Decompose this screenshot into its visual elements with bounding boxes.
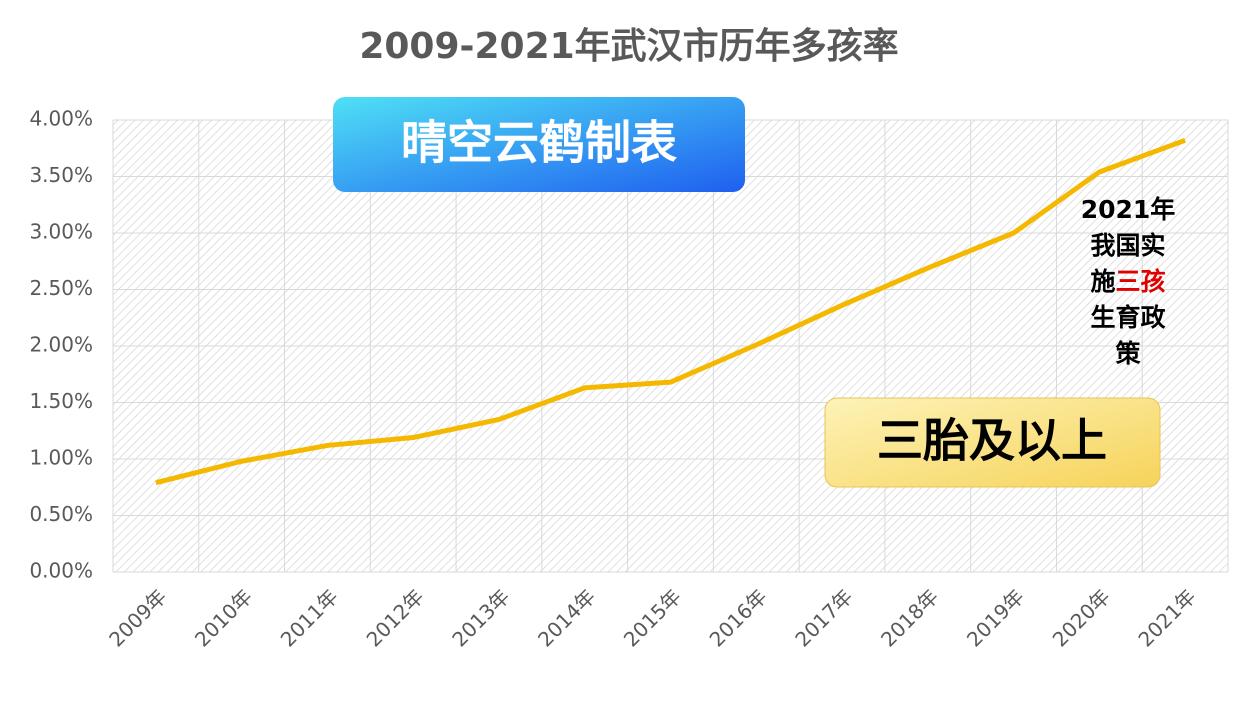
y-tick-label: 1.50% xyxy=(29,389,93,413)
legend-box xyxy=(824,397,1161,488)
y-tick-label: 2.50% xyxy=(29,276,93,300)
annotation-text: 施 xyxy=(1090,267,1115,296)
annotation-text: 策 xyxy=(1115,339,1141,368)
annotation: 我国实 xyxy=(1090,231,1165,260)
annotation: 施三孩 xyxy=(1090,267,1165,296)
watermark-badge xyxy=(333,97,745,192)
y-tick-label: 0.50% xyxy=(29,502,93,526)
annotation-highlight: 三孩 xyxy=(1116,267,1166,296)
y-tick-label: 2.00% xyxy=(29,333,93,357)
annotation: 2021年 xyxy=(1081,195,1176,224)
annotation-text: 生育政 xyxy=(1090,303,1166,332)
annotation-text: 2021年 xyxy=(1081,195,1176,224)
y-tick-label: 3.00% xyxy=(29,220,93,244)
y-tick-label: 3.50% xyxy=(29,163,93,187)
series-line xyxy=(155,137,1186,486)
legend-label: 三胎及以上 xyxy=(877,414,1107,468)
annotation: 策 xyxy=(1115,339,1141,368)
chart-title: 2009-2021年武汉市历年多孩率 xyxy=(359,26,898,67)
annotation-text: 我国实 xyxy=(1090,231,1165,260)
y-tick-label: 1.00% xyxy=(29,446,93,470)
annotation: 生育政 xyxy=(1090,303,1166,332)
y-tick-label: 4.00% xyxy=(29,107,93,131)
y-tick-label: 0.00% xyxy=(29,559,93,583)
watermark: 晴空云鹤制表 xyxy=(401,116,677,170)
